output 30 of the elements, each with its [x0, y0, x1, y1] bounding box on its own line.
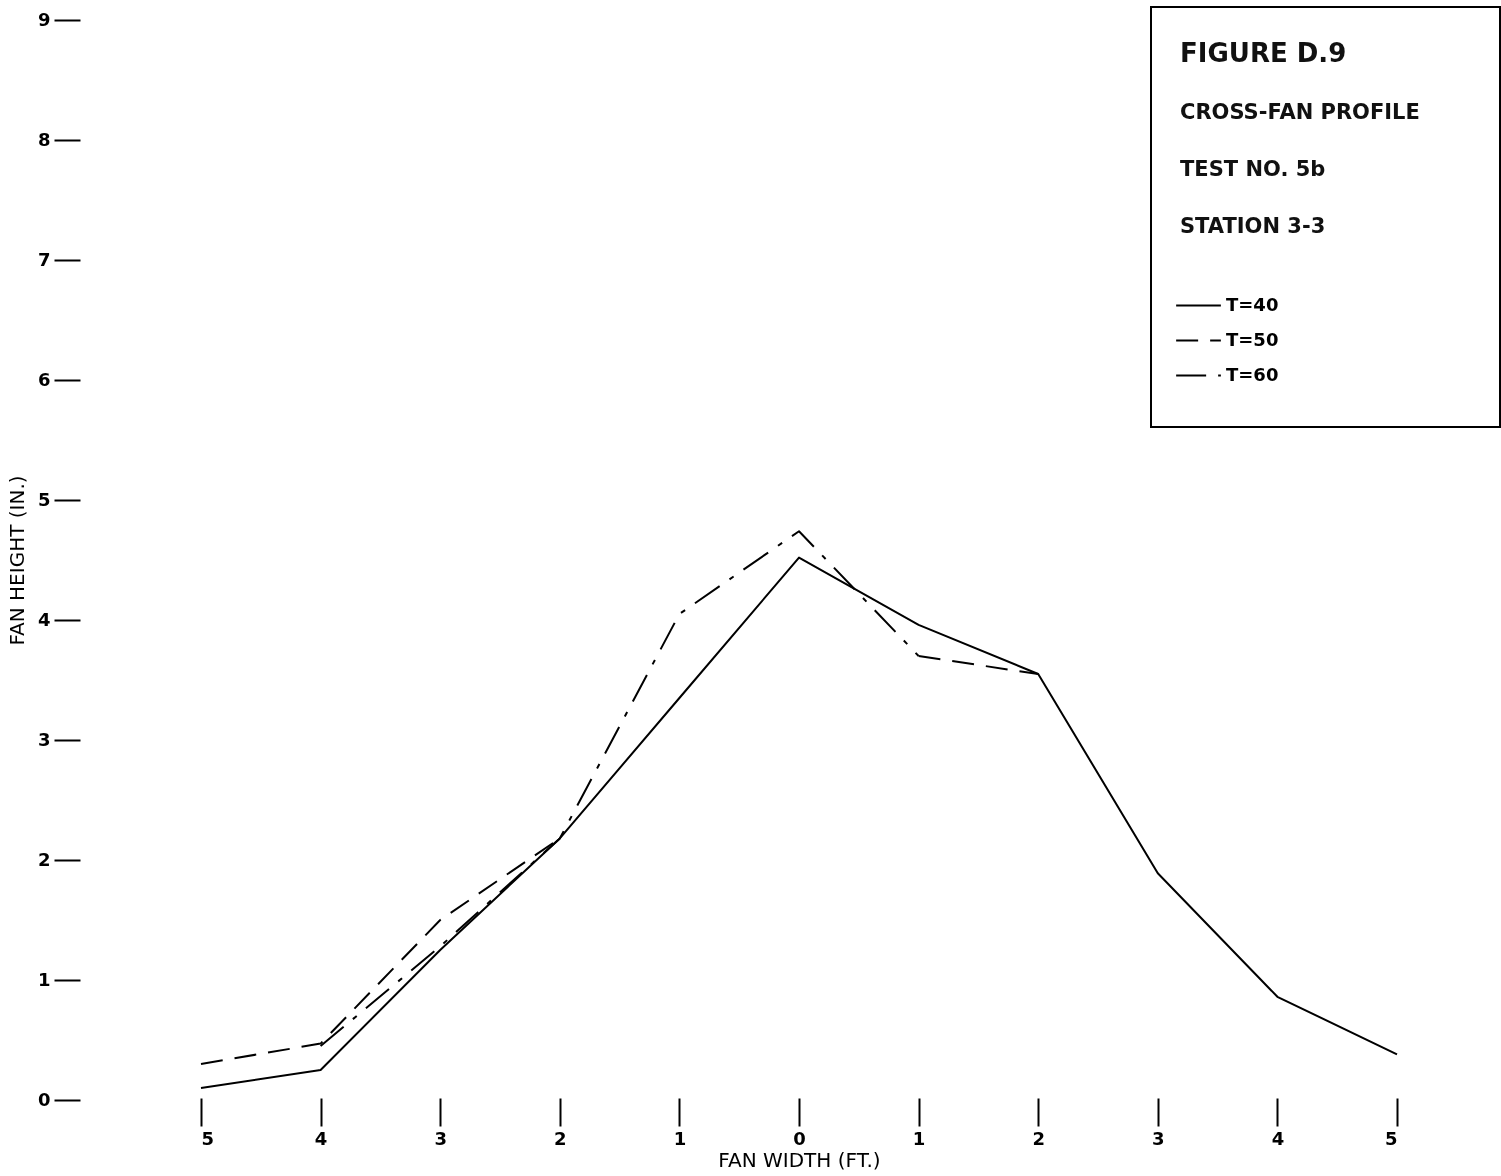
legend-label: T=60: [1226, 363, 1279, 385]
x-tick-label: 4: [314, 1127, 328, 1149]
x-tick-label: 2: [554, 1127, 567, 1149]
y-tick-label: 4: [37, 608, 51, 630]
x-tick-label: 3: [434, 1127, 447, 1149]
annotation: TEST NO. 5b: [1180, 157, 1326, 181]
y-tick-label: 3: [37, 728, 51, 750]
x-tick-label: 5: [201, 1127, 215, 1149]
y-tick-label: 7: [37, 248, 51, 270]
y-tick-label: 6: [37, 368, 51, 390]
y-tick-label: 2: [37, 848, 51, 870]
x-tick-label: 4: [1271, 1127, 1285, 1149]
x-tick-label: 1: [912, 1127, 926, 1149]
x-axis-title: FAN WIDTH (FT.): [718, 1147, 881, 1172]
y-tick-label: 0: [37, 1088, 51, 1110]
x-tick-label: 3: [1152, 1127, 1165, 1149]
y-tick-label: 5: [37, 488, 51, 510]
legend-label: T=40: [1226, 293, 1279, 315]
annotation: STATION 3-3: [1180, 214, 1326, 238]
x-tick-label: 1: [673, 1127, 687, 1149]
legend-label: T=50: [1226, 328, 1279, 350]
text: FIGURE D.9: [1180, 38, 1347, 68]
text: CROSS-FAN PROFILE: [1180, 100, 1420, 124]
y-tick-label: 8: [37, 128, 51, 150]
y-tick-label: 1: [37, 968, 51, 990]
x-tick-label: 5: [1384, 1127, 1398, 1149]
x-tick-label: 2: [1032, 1127, 1045, 1149]
y-axis-title: FAN HEIGHT (IN.): [4, 475, 29, 646]
y-tick-label: 9: [37, 8, 51, 30]
x-tick-label: 0: [793, 1127, 806, 1149]
